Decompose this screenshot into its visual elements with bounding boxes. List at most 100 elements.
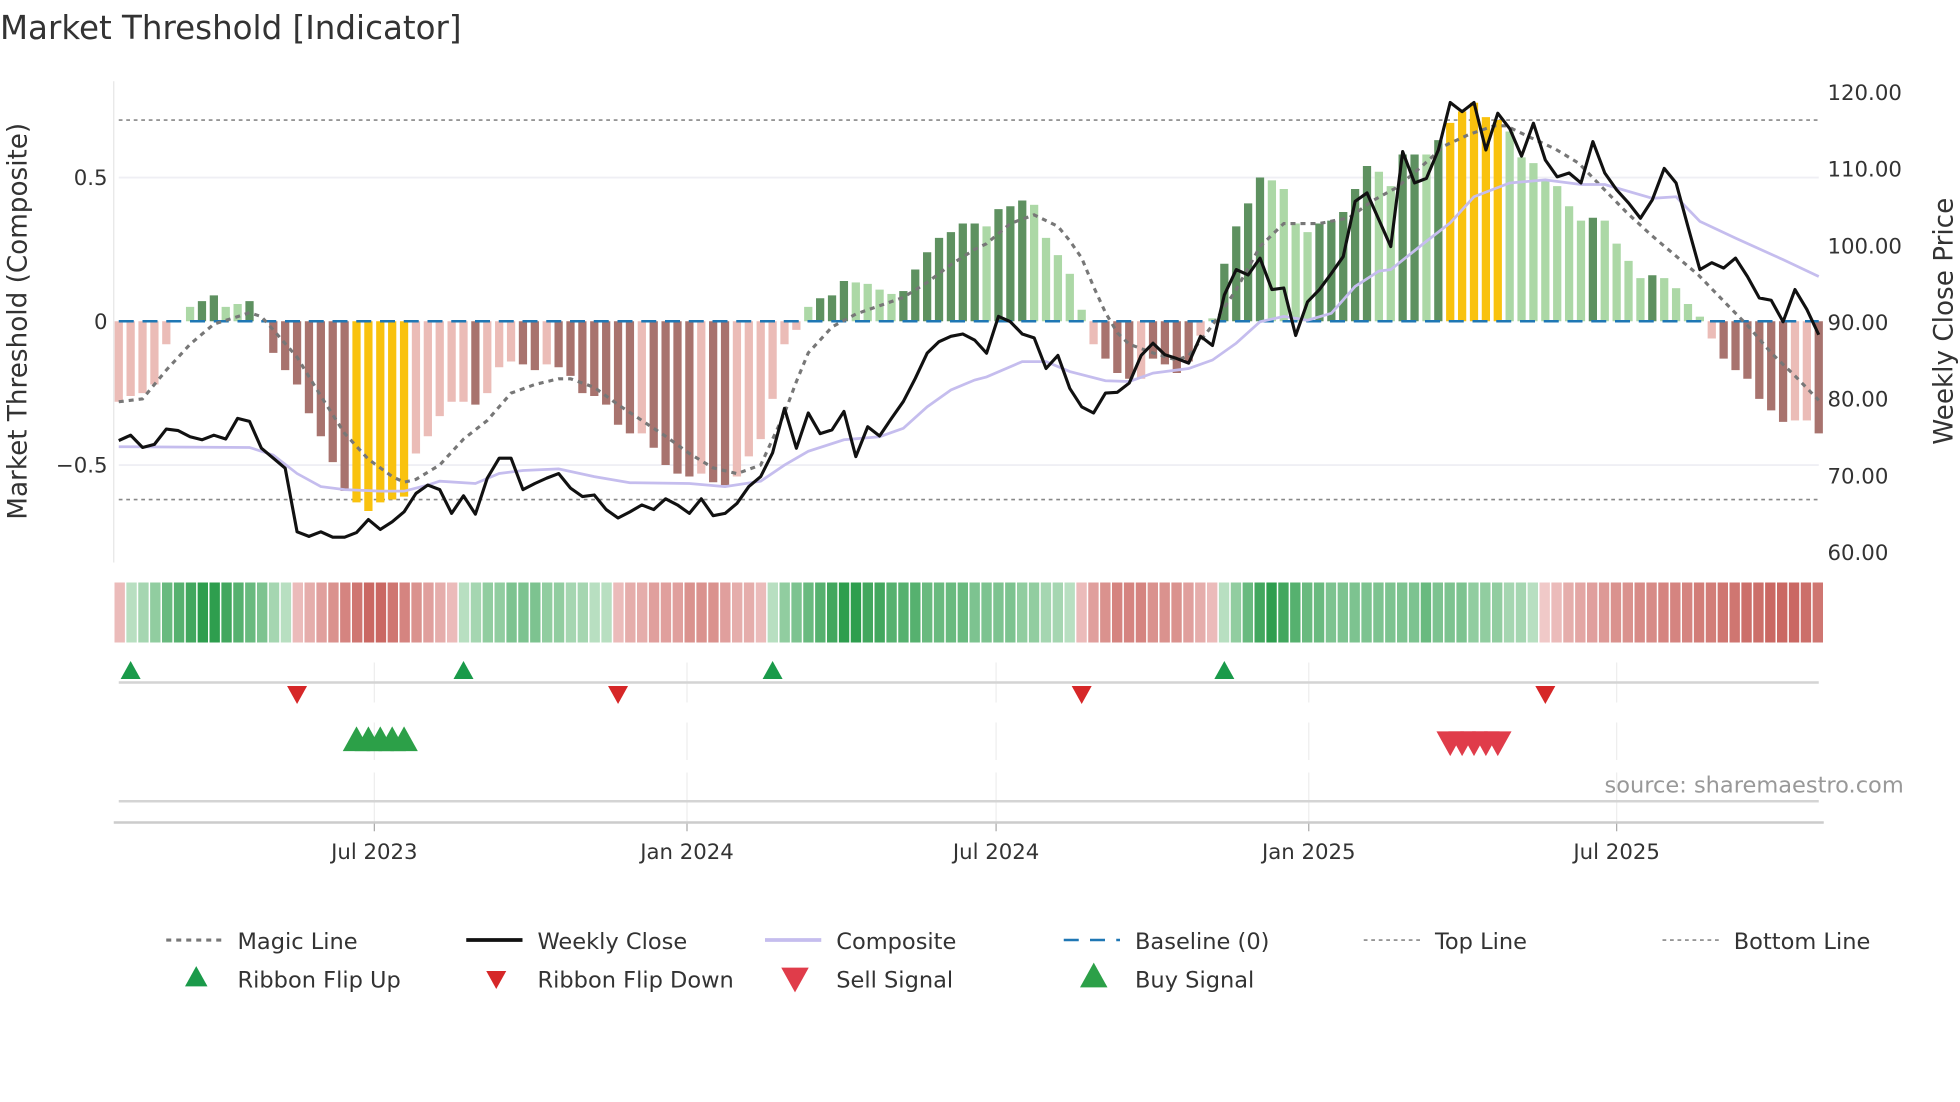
ribbon-cell <box>1563 582 1574 643</box>
ribbon-cell <box>1658 582 1669 643</box>
ribbon-cell <box>1064 582 1075 643</box>
ribbon-cell <box>1432 582 1443 643</box>
composite-bar <box>1172 321 1181 373</box>
composite-bar <box>1755 321 1764 399</box>
legend-label: Magic Line <box>238 929 358 955</box>
ribbon-cell <box>1159 582 1170 643</box>
ribbon-cell <box>542 582 553 643</box>
composite-bar <box>1410 154 1419 322</box>
ribbon-cell <box>1634 582 1645 643</box>
ribbon-cell <box>660 582 672 643</box>
ribbon-cell <box>1420 582 1432 643</box>
ribbon-strip <box>114 582 1823 643</box>
composite-bar <box>804 306 813 322</box>
ribbon-cell <box>1052 582 1063 643</box>
ribbon-cell <box>423 582 434 643</box>
ribbon-flip-up-marker <box>453 661 474 679</box>
ribbon-cell <box>245 582 256 643</box>
composite-bar <box>316 321 325 437</box>
composite-bar <box>364 321 373 511</box>
composite-bar <box>447 321 456 402</box>
composite-bar <box>1339 212 1348 322</box>
legend-label: Composite <box>836 929 956 955</box>
ribbon-cell <box>648 582 660 643</box>
ribbon-cell <box>743 582 755 643</box>
composite-bars <box>114 102 1823 511</box>
composite-bar <box>1077 309 1086 322</box>
ribbon-flip-up-marker <box>762 661 783 679</box>
composite-bar <box>1778 321 1788 422</box>
ribbon-cell <box>162 582 173 643</box>
composite-bar <box>388 321 397 500</box>
ribbon-flip-up-marker <box>1214 661 1235 679</box>
ribbon-cell <box>268 582 280 643</box>
ribbon-cell <box>886 582 897 643</box>
ribbon-cell <box>1408 582 1420 643</box>
ribbon-cell <box>435 582 446 643</box>
legend: Magic Line Weekly Close Composite Baseline … <box>166 929 1870 994</box>
ribbon-cell <box>720 582 731 643</box>
ribbon-cell <box>910 582 921 643</box>
ribbon-cell <box>1765 582 1776 643</box>
legend-label: Ribbon Flip Up <box>238 968 401 994</box>
ribbon-cell <box>363 582 375 643</box>
right-tick-label: 80.00 <box>1828 388 1889 413</box>
x-tick-label: Jul 2025 <box>1571 840 1659 865</box>
ribbon-cell <box>257 582 268 643</box>
composite-bar <box>435 321 444 417</box>
ribbon-cell <box>1480 582 1491 643</box>
ribbon-cell <box>815 582 826 643</box>
right-tick-label: 110.00 <box>1828 158 1902 183</box>
ribbon-cell <box>1800 582 1812 643</box>
ribbon-flip-down-marker <box>1071 686 1092 704</box>
ribbon-cell <box>173 582 185 643</box>
composite-bar <box>1564 206 1574 322</box>
composite-bar <box>1743 321 1752 379</box>
composite-bar <box>126 321 135 396</box>
ribbon-cell <box>827 582 838 643</box>
ribbon-cell <box>933 582 945 643</box>
composite-bar <box>1113 321 1122 373</box>
composite-bar <box>185 306 195 322</box>
composite-bar <box>697 321 706 474</box>
ribbon-cell <box>494 582 505 643</box>
ribbon-cell <box>1717 582 1728 643</box>
ribbon-cell <box>708 582 719 643</box>
composite-bar <box>958 223 967 322</box>
composite-bar <box>1362 166 1372 322</box>
composite-bar <box>1493 120 1502 322</box>
composite-bar <box>245 301 254 322</box>
signal-panels <box>120 661 1556 757</box>
composite-bar <box>1148 321 1158 359</box>
composite-bar <box>483 321 492 394</box>
composite-bar <box>994 209 1003 322</box>
legend-label: Bottom Line <box>1734 929 1871 955</box>
ribbon-cell <box>458 582 470 643</box>
composite-bar <box>399 321 409 497</box>
series-lines <box>118 100 1821 539</box>
ribbon-flip-down-legend-icon <box>486 971 507 989</box>
composite-bar <box>1255 177 1265 322</box>
ribbon-cell <box>684 582 695 643</box>
composite-bar <box>1303 232 1312 322</box>
composite-bar <box>1695 316 1704 322</box>
ribbon-cell <box>625 582 636 643</box>
ribbon-cell <box>696 582 707 643</box>
composite-bar <box>281 321 290 371</box>
ribbon-cell <box>577 582 588 643</box>
ribbon-cell <box>506 582 517 643</box>
right-tick-label: 70.00 <box>1828 464 1889 489</box>
ribbon-cell <box>1812 582 1823 643</box>
composite-bar <box>376 321 385 503</box>
ribbon-cell <box>209 582 220 643</box>
ribbon-cell <box>613 582 624 643</box>
ribbon-cell <box>1100 582 1111 643</box>
ribbon-cell <box>755 582 767 643</box>
composite-bar <box>709 321 718 483</box>
composite-bar <box>1469 102 1479 322</box>
ribbon-cell <box>1349 582 1360 643</box>
ribbon-cell <box>993 582 1004 643</box>
composite-bar <box>756 321 765 440</box>
composite-bar <box>1374 171 1384 322</box>
